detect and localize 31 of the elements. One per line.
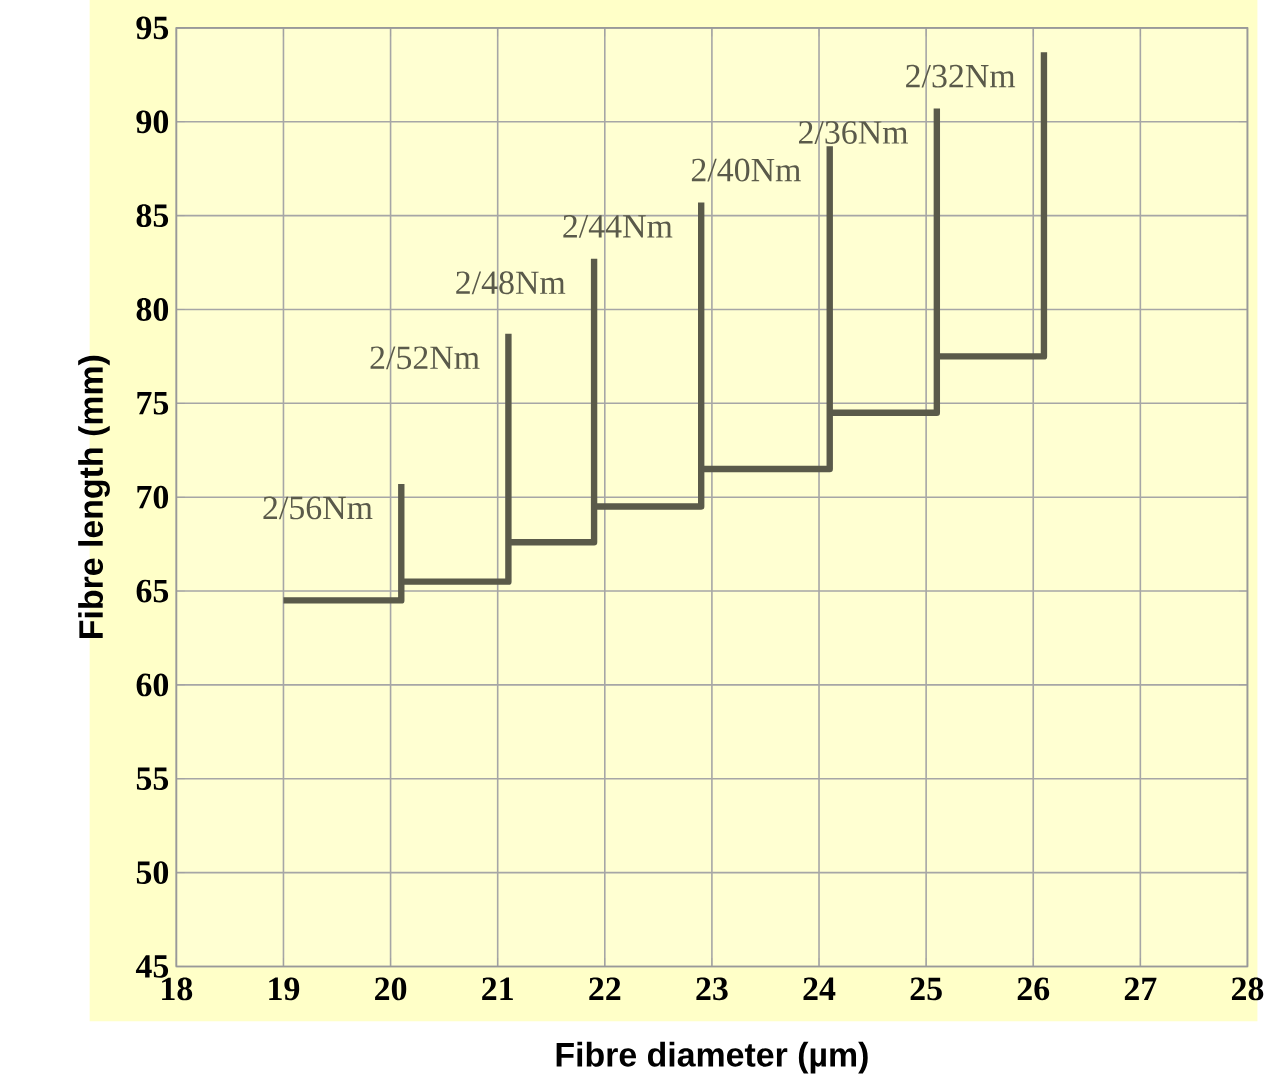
series-label: 2/44Nm bbox=[563, 215, 673, 238]
y-tick-label: 50 bbox=[136, 861, 169, 885]
x-tick-label: 21 bbox=[482, 977, 513, 1000]
y-tick-label: 55 bbox=[136, 767, 169, 791]
x-tick-label: 22 bbox=[589, 977, 621, 1000]
series-label: 2/52Nm bbox=[370, 346, 480, 370]
x-tick-label: 28 bbox=[1231, 977, 1264, 1001]
x-tick-label: 19 bbox=[269, 977, 300, 1001]
x-tick-label: 25 bbox=[910, 977, 942, 1001]
series-label: 2/56Nm bbox=[263, 496, 373, 520]
y-tick-label: 95 bbox=[136, 16, 169, 40]
y-tick-label: 80 bbox=[136, 298, 169, 321]
x-axis-title: Fibre diameter (µm) bbox=[556, 1041, 868, 1074]
y-tick-label: 90 bbox=[136, 110, 169, 134]
y-tick-label: 60 bbox=[136, 673, 169, 697]
x-tick-label: 27 bbox=[1124, 977, 1157, 1000]
y-tick-label: 45 bbox=[135, 955, 169, 978]
y-tick-label: 85 bbox=[136, 204, 169, 228]
y-tick-label: 70 bbox=[137, 485, 169, 509]
x-tick-label: 26 bbox=[1017, 977, 1050, 1001]
x-tick-label: 23 bbox=[696, 977, 728, 1001]
x-tick-label: 24 bbox=[803, 977, 836, 1000]
series-label: 2/36Nm bbox=[799, 121, 908, 144]
x-tick-label: 20 bbox=[375, 977, 407, 1001]
x-tick-label: 18 bbox=[162, 977, 193, 1001]
series-label: 2/32Nm bbox=[906, 64, 1016, 88]
y-tick-label: 75 bbox=[137, 392, 169, 415]
series-label: 2/48Nm bbox=[456, 271, 566, 295]
series-label: 2/40Nm bbox=[691, 158, 801, 182]
y-tick-label: 65 bbox=[136, 579, 169, 603]
y-axis-title: Fibre length (mm) bbox=[78, 355, 110, 638]
